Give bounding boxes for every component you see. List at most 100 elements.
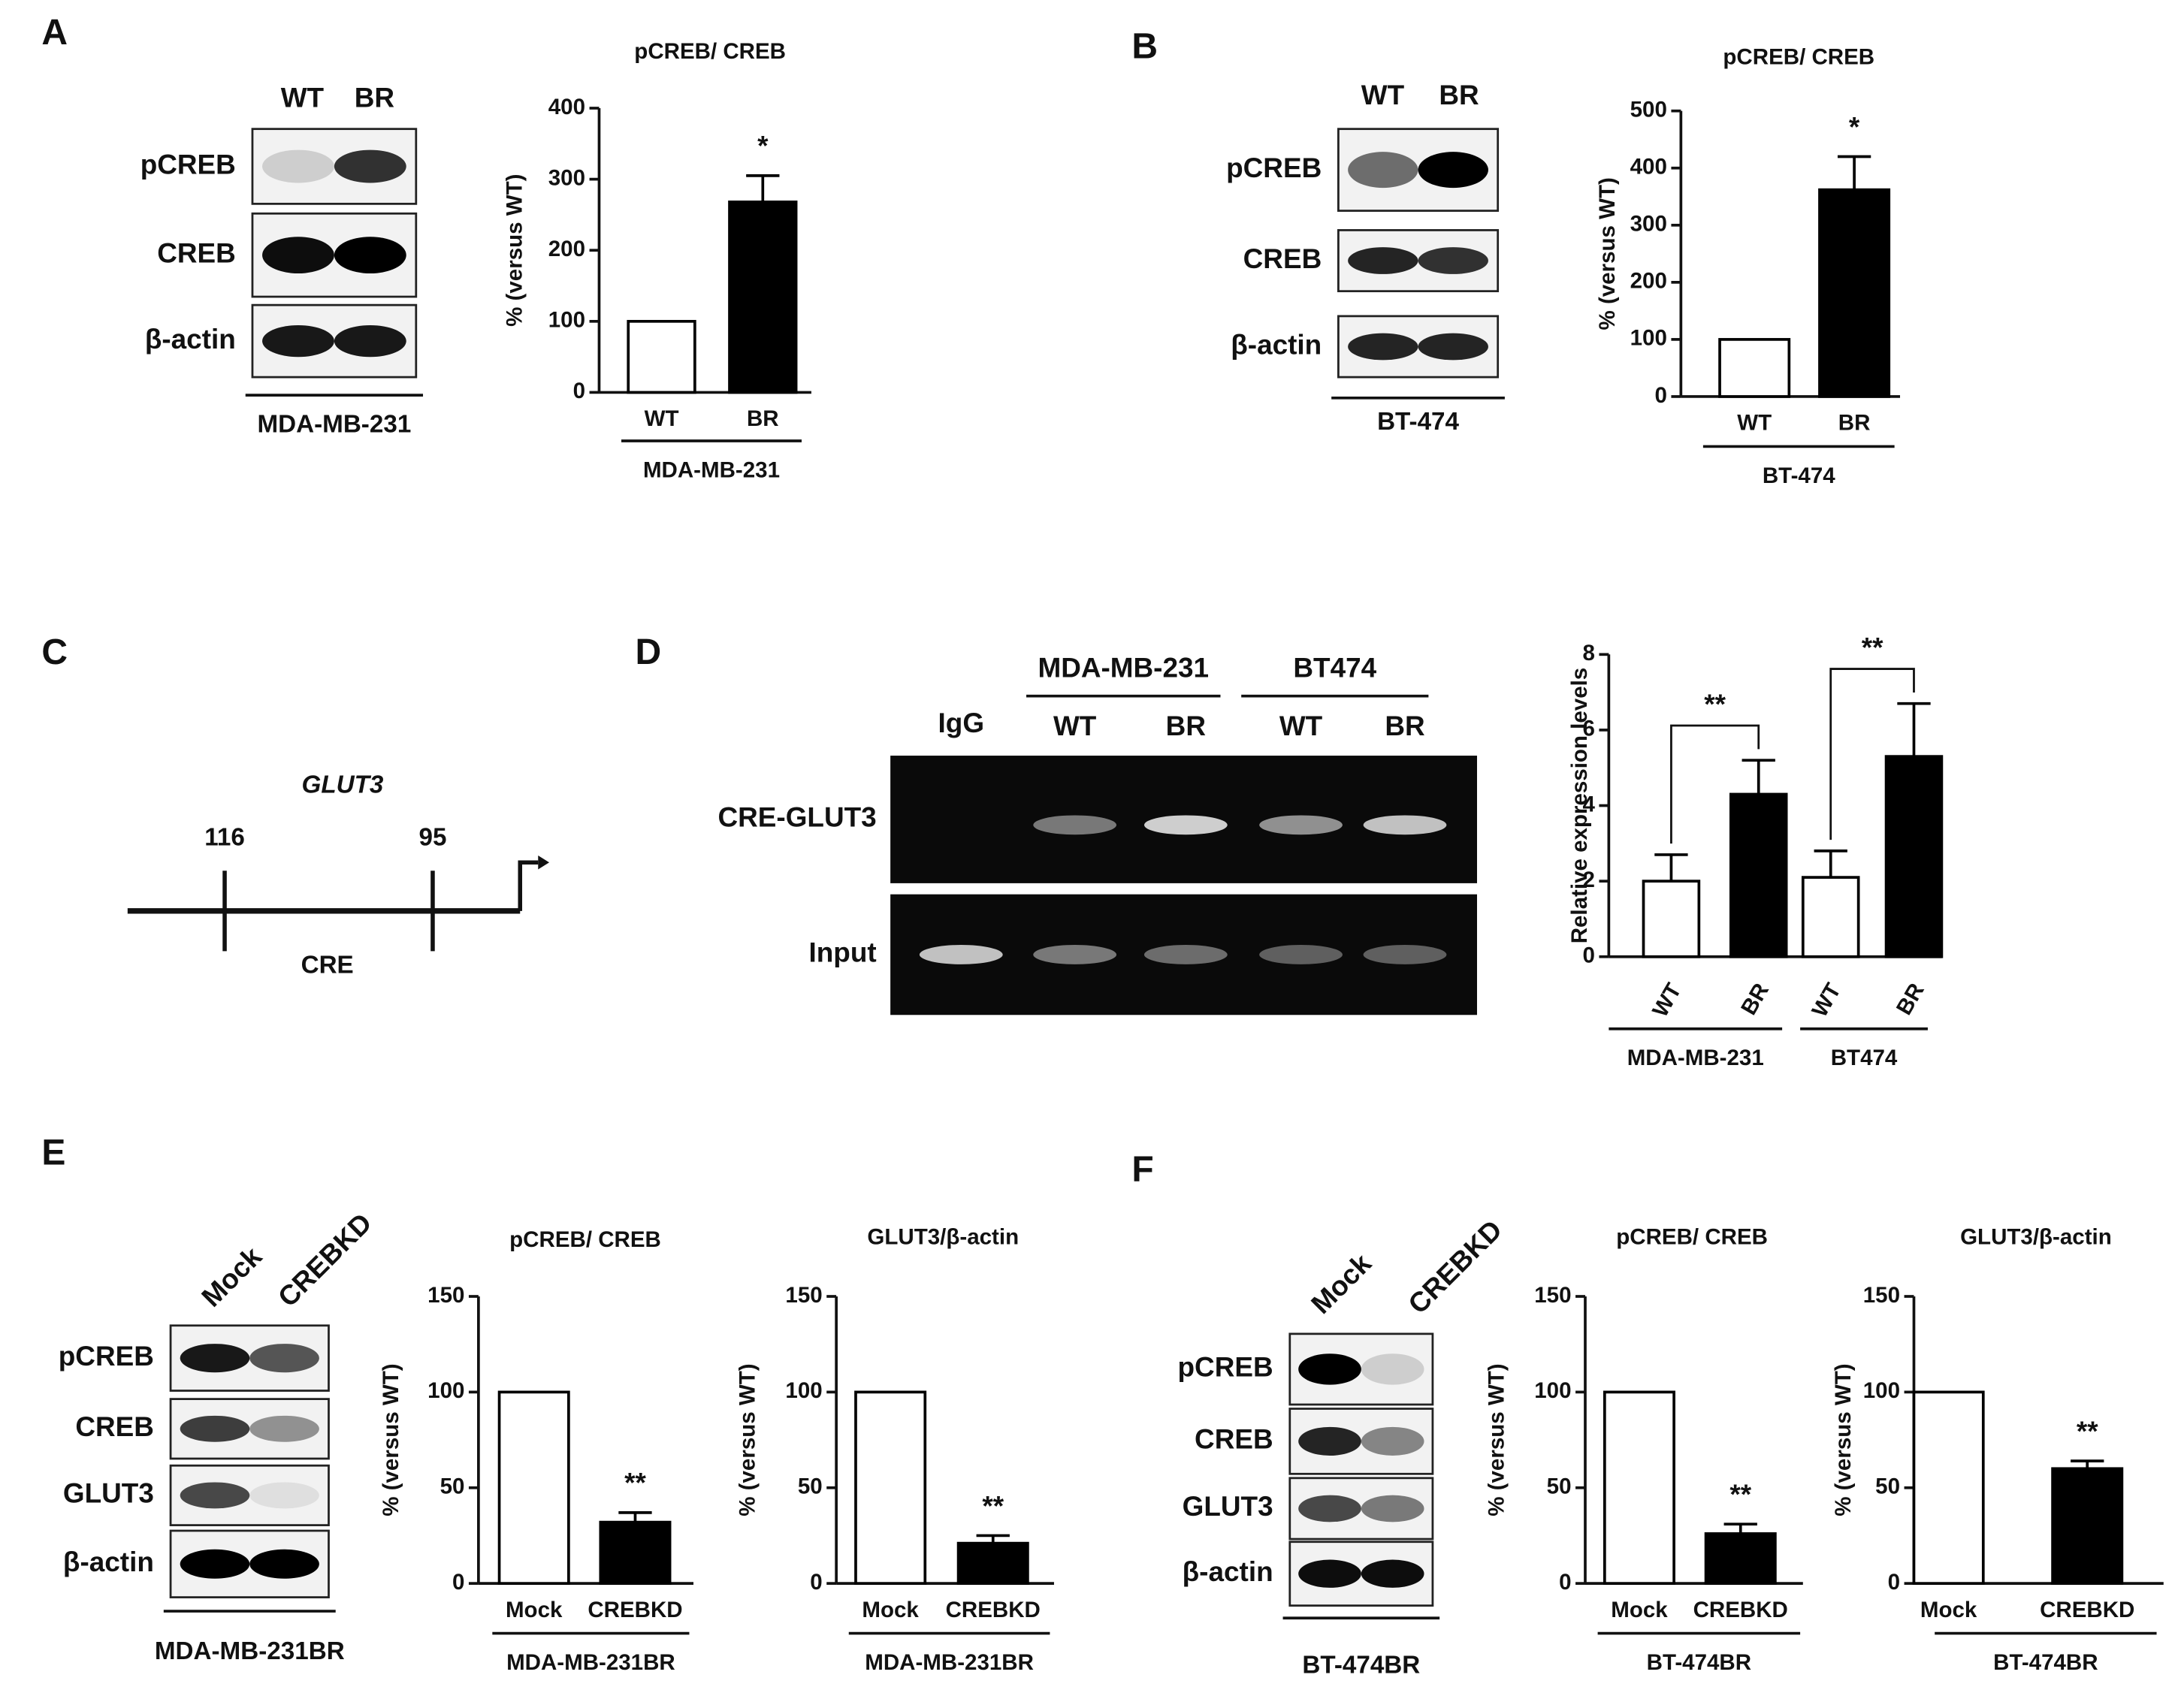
row-label: CREB <box>157 237 236 268</box>
blot-band <box>1361 1559 1424 1588</box>
x-tick-label: Mock <box>1920 1598 1977 1622</box>
blot-band <box>1418 247 1488 274</box>
blot-band <box>180 1344 250 1373</box>
row-label: GLUT3 <box>1183 1491 1273 1522</box>
chart-title: GLUT3/β-actin <box>1960 1224 2112 1249</box>
bar <box>1884 755 1944 958</box>
lane-label: BR <box>1166 711 1206 741</box>
y-tick-label: 2 <box>1582 868 1594 892</box>
y-tick-label: 50 <box>440 1474 465 1499</box>
chart-title: pCREB/ CREB <box>1723 44 1874 69</box>
y-tick-label: 100 <box>785 1378 822 1403</box>
significance: * <box>757 131 769 161</box>
group-label: BT-474BR <box>1647 1650 1751 1675</box>
lane-label: BR <box>355 83 394 113</box>
row-label: pCREB <box>1178 1352 1273 1383</box>
error-bar <box>1654 853 1688 882</box>
bar <box>1801 876 1860 958</box>
bar <box>728 201 798 394</box>
y-tick-label: 200 <box>1630 269 1667 294</box>
row-label: pCREB <box>59 1341 154 1372</box>
cell-line-label: BT-474BR <box>1302 1652 1420 1679</box>
y-tick-label: 100 <box>1863 1378 1900 1403</box>
panel-label: F <box>1131 1150 1153 1190</box>
gene-label: GLUT3 <box>302 771 384 798</box>
x-tick-label: CREBKD <box>588 1598 682 1622</box>
chart-title: pCREB/ CREB <box>634 39 786 64</box>
element-label: CRE <box>301 951 354 979</box>
cell-line-label: MDA-MB-231 <box>257 411 411 439</box>
row-label: β-actin <box>145 324 236 355</box>
gel-band <box>1363 945 1447 964</box>
gel-band <box>1033 815 1117 835</box>
blot-band <box>262 149 334 183</box>
y-tick-label: 100 <box>1630 326 1667 351</box>
gel-band <box>1143 815 1228 835</box>
x-tick-label: BR <box>747 406 779 431</box>
blot-band <box>334 237 406 274</box>
x-tick-label: CREBKD <box>2040 1598 2134 1622</box>
lane-label: BR <box>1439 80 1479 110</box>
error-bar <box>976 1534 1010 1544</box>
significance: ** <box>1729 1479 1751 1510</box>
blot-band <box>334 324 406 358</box>
blot-band <box>1418 152 1488 189</box>
blot-band <box>1298 1559 1361 1588</box>
y-tick-label: 8 <box>1582 641 1594 665</box>
panel-label: D <box>635 632 661 672</box>
y-axis-label: % (versus WT) <box>1484 1363 1509 1516</box>
row-label: β-actin <box>1231 329 1322 360</box>
bar <box>627 319 696 394</box>
cell-line-label: BT-474 <box>1377 408 1459 436</box>
arrow-head <box>538 855 550 870</box>
x-tick-label: BR <box>1736 979 1774 1019</box>
x-tick-label: BR <box>1892 979 1929 1019</box>
group-label: BT474 <box>1293 652 1376 683</box>
lane-label: IgG <box>938 708 985 738</box>
blot-band <box>1348 152 1418 189</box>
blot-band <box>334 149 406 183</box>
bar <box>956 1541 1029 1585</box>
lane-label: CREBKD <box>272 1207 378 1313</box>
y-tick-label: 150 <box>1863 1283 1900 1308</box>
row-label: pCREB <box>1226 152 1322 183</box>
blot-band <box>249 1344 319 1373</box>
blot-band <box>1361 1426 1424 1456</box>
y-tick-label: 500 <box>1630 97 1667 122</box>
blot-band <box>1418 333 1488 361</box>
error-bar <box>1837 155 1871 190</box>
row-label: CREB <box>75 1411 154 1442</box>
site-position: 95 <box>418 824 446 852</box>
blot-band <box>249 1549 319 1579</box>
y-axis-label: % (versus WT) <box>1831 1363 1856 1516</box>
bar <box>2051 1467 2124 1585</box>
lane-label: WT <box>1053 711 1097 741</box>
y-tick-label: 0 <box>1654 383 1666 408</box>
y-tick-label: 50 <box>1875 1474 1900 1499</box>
bar <box>1718 338 1791 398</box>
y-tick-label: 400 <box>548 95 585 119</box>
blot-band <box>1298 1495 1361 1522</box>
panel-label: E <box>41 1133 65 1172</box>
significance: ** <box>1862 632 1883 662</box>
tss-arrow <box>518 860 539 911</box>
panel-label: C <box>41 632 68 672</box>
y-axis-label: Relative expression levels <box>1567 668 1592 944</box>
panel-label: B <box>1131 26 1158 66</box>
gel-band <box>1259 945 1343 964</box>
x-tick-label: BR <box>1838 411 1871 436</box>
bar <box>1603 1390 1675 1585</box>
site-position: 116 <box>204 824 245 852</box>
chart-title: pCREB/ CREB <box>509 1227 661 1252</box>
bar <box>1642 880 1701 958</box>
y-tick-label: 0 <box>810 1570 822 1595</box>
bar <box>1704 1532 1777 1585</box>
blot-band <box>1348 247 1418 274</box>
lane-label: WT <box>1361 80 1405 110</box>
y-tick-label: 200 <box>548 237 585 261</box>
blot-band <box>1361 1353 1424 1385</box>
y-tick-label: 0 <box>1888 1570 1900 1595</box>
y-axis-label: % (versus WT) <box>503 174 527 327</box>
lane-label: BR <box>1385 711 1424 741</box>
gel-band <box>1143 945 1228 964</box>
